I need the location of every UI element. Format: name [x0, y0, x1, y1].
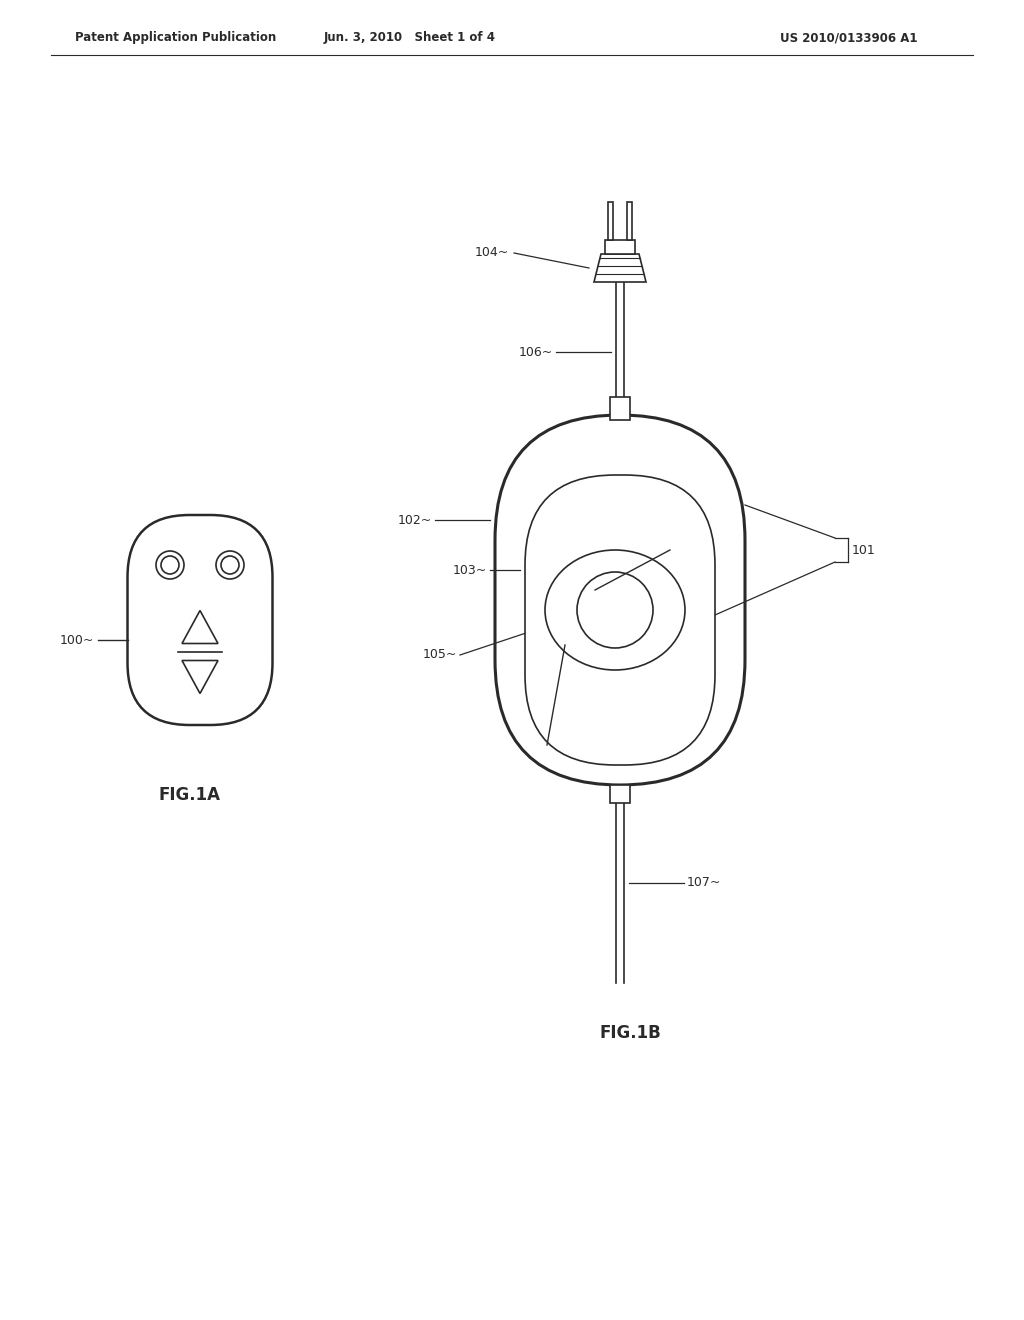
- Bar: [610, 397, 630, 420]
- Polygon shape: [182, 660, 218, 693]
- Text: 106~: 106~: [519, 346, 553, 359]
- Polygon shape: [182, 610, 218, 644]
- Text: Patent Application Publication: Patent Application Publication: [75, 32, 276, 45]
- Text: Jun. 3, 2010   Sheet 1 of 4: Jun. 3, 2010 Sheet 1 of 4: [324, 32, 496, 45]
- Circle shape: [156, 550, 184, 579]
- Circle shape: [216, 550, 244, 579]
- Text: 100~: 100~: [60, 634, 94, 647]
- Text: 105~: 105~: [423, 648, 457, 661]
- Text: FIG.1A: FIG.1A: [159, 785, 221, 804]
- Bar: [610, 785, 630, 803]
- Circle shape: [161, 556, 179, 574]
- Text: 102~: 102~: [397, 513, 432, 527]
- FancyBboxPatch shape: [128, 515, 272, 725]
- Text: FIG.1B: FIG.1B: [599, 1024, 660, 1041]
- Text: US 2010/0133906 A1: US 2010/0133906 A1: [780, 32, 918, 45]
- Text: 103~: 103~: [453, 564, 487, 577]
- Circle shape: [577, 572, 653, 648]
- Ellipse shape: [545, 550, 685, 671]
- Polygon shape: [594, 253, 646, 282]
- FancyBboxPatch shape: [525, 475, 715, 766]
- Text: 107~: 107~: [687, 876, 721, 890]
- Circle shape: [221, 556, 239, 574]
- Text: 104~: 104~: [475, 247, 509, 260]
- Bar: [605, 240, 635, 253]
- Bar: [608, 202, 613, 240]
- Text: 101: 101: [852, 544, 876, 557]
- FancyBboxPatch shape: [495, 414, 745, 785]
- Bar: [627, 202, 632, 240]
